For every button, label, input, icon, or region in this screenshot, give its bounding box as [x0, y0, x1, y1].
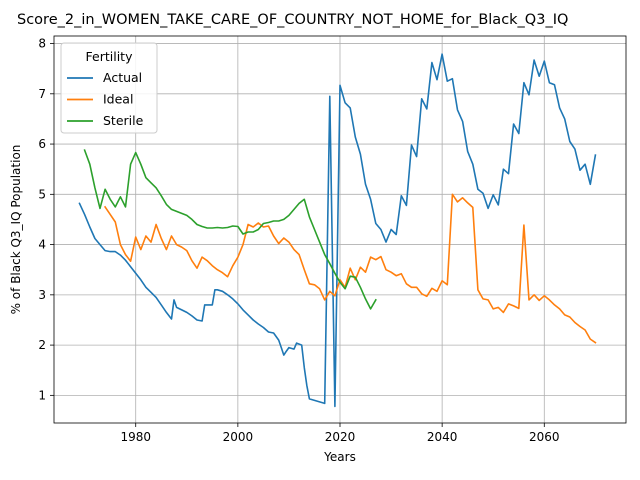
y-tick-label: 7	[38, 87, 46, 101]
y-tick-label: 1	[38, 388, 46, 402]
x-tick-label: 1980	[120, 430, 151, 444]
legend-label-actual: Actual	[103, 70, 142, 85]
y-tick-label: 6	[38, 137, 46, 151]
legend-title: Fertility	[86, 49, 134, 64]
legend: Fertility Actual Ideal Sterile	[61, 43, 157, 133]
y-tick-label: 2	[38, 338, 46, 352]
y-tick-label: 3	[38, 288, 46, 302]
x-tick-label: 2060	[529, 430, 560, 444]
chart-title: Score_2_in_WOMEN_TAKE_CARE_OF_COUNTRY_NO…	[17, 12, 568, 28]
y-axis-label: % of Black Q3_IQ Population	[9, 145, 23, 315]
x-tick-label: 2020	[325, 430, 356, 444]
x-tick-label: 2000	[223, 430, 254, 444]
y-tick-label: 4	[38, 238, 46, 252]
legend-label-sterile: Sterile	[103, 113, 144, 128]
legend-label-ideal: Ideal	[103, 92, 133, 107]
y-tick-label: 8	[38, 37, 46, 51]
y-tick-label: 5	[38, 187, 46, 201]
x-axis-label: Years	[323, 450, 356, 464]
x-tick-label: 2040	[427, 430, 458, 444]
